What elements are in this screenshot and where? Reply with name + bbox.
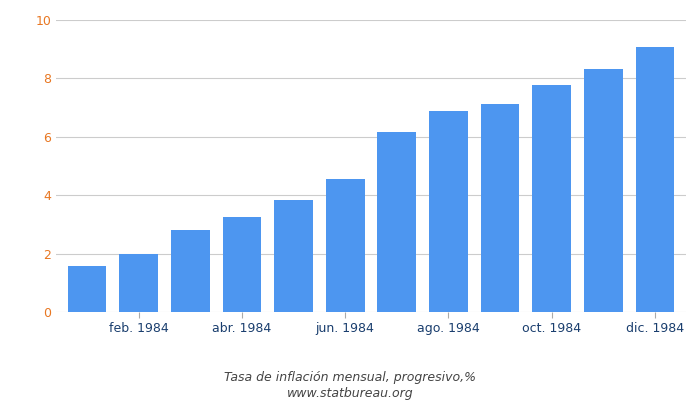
Bar (171, 230, 209, 312)
Bar (584, 69, 623, 312)
Bar (274, 200, 313, 312)
Bar (68, 266, 106, 312)
Bar (636, 48, 674, 312)
Bar (481, 104, 519, 312)
Bar (429, 110, 468, 312)
Bar (533, 85, 571, 312)
Bar (119, 254, 158, 312)
Bar (377, 132, 416, 312)
Text: Tasa de inflación mensual, progresivo,%: Tasa de inflación mensual, progresivo,% (224, 372, 476, 384)
Bar (223, 217, 261, 312)
Bar (326, 179, 365, 312)
Text: www.statbureau.org: www.statbureau.org (287, 388, 413, 400)
